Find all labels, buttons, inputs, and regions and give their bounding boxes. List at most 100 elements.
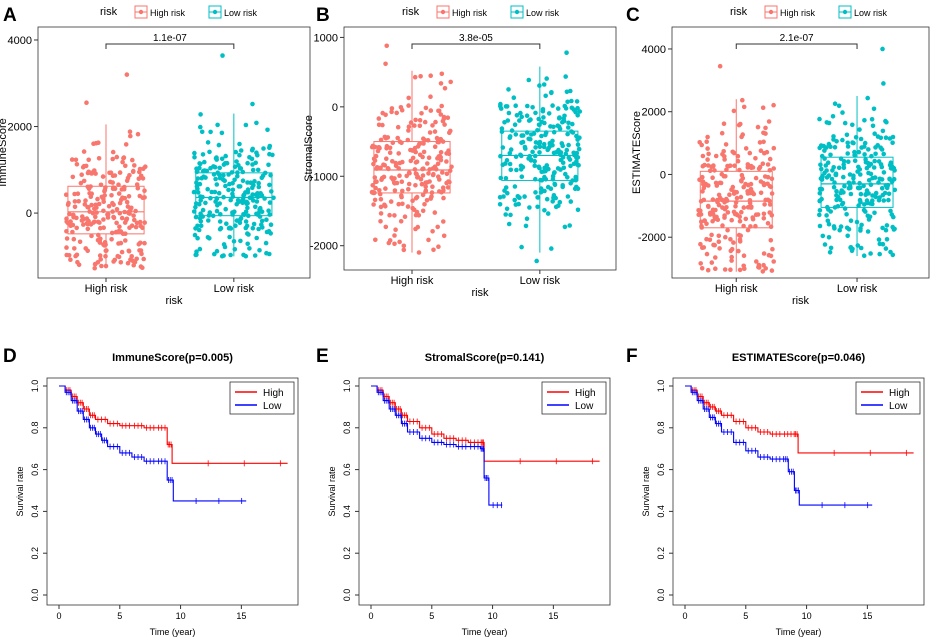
data-point (508, 212, 513, 218)
data-point (886, 191, 892, 197)
data-point (397, 173, 402, 178)
data-point (419, 111, 424, 116)
x-tick-label: 15 (236, 611, 246, 621)
data-point (537, 150, 542, 155)
outlier-point (220, 53, 225, 58)
legend-label: Low (263, 401, 282, 412)
data-point (570, 121, 575, 127)
legend: risk High risk Low risk (100, 5, 258, 19)
data-point (879, 186, 885, 191)
data-point (515, 194, 521, 199)
data-point (543, 168, 548, 174)
data-point (86, 169, 91, 175)
data-point (438, 157, 444, 163)
data-point (564, 147, 570, 153)
data-point (214, 248, 220, 254)
data-point (853, 135, 859, 140)
data-point (131, 213, 136, 218)
data-point (507, 151, 513, 156)
data-point (69, 157, 75, 162)
data-point (720, 223, 725, 228)
data-point (868, 182, 874, 187)
data-point (743, 181, 748, 187)
data-point (766, 119, 772, 124)
data-point (109, 230, 115, 236)
data-point (891, 214, 896, 220)
x-tick-label: 10 (488, 611, 498, 621)
legend-label: High risk (150, 8, 186, 18)
data-point (254, 199, 260, 204)
data-point (76, 199, 81, 204)
data-point (130, 157, 135, 163)
legend-label: High (889, 388, 910, 399)
data-point (834, 139, 839, 144)
data-point (237, 220, 243, 226)
data-point (138, 248, 144, 253)
legend: risk High risk Low risk (730, 5, 888, 19)
data-point (858, 136, 864, 142)
data-point (203, 200, 208, 206)
outlier-point (881, 81, 886, 86)
x-axis-label: Time (year) (462, 627, 508, 637)
box (699, 170, 773, 229)
data-point (753, 156, 758, 161)
data-point (120, 159, 125, 165)
data-point (101, 217, 106, 222)
data-point (228, 197, 233, 203)
data-point (436, 108, 441, 114)
data-point (238, 215, 244, 221)
outlier-point (717, 63, 723, 69)
data-point (432, 164, 438, 169)
legend-title: risk (402, 6, 420, 18)
data-point (118, 260, 124, 265)
data-point (123, 163, 128, 169)
data-point (537, 139, 543, 145)
data-point (132, 163, 137, 168)
x-tick-label: 5 (743, 611, 748, 621)
data-point (542, 208, 547, 213)
data-point (558, 157, 564, 163)
data-point (268, 222, 274, 227)
data-point (444, 159, 449, 164)
data-point (199, 129, 205, 135)
data-point (838, 224, 844, 229)
data-point (269, 189, 274, 194)
data-point (718, 180, 724, 186)
data-point (440, 170, 445, 175)
x-tick-label: Low risk (214, 283, 255, 295)
km-panel-f: ESTIMATEScore(p=0.046) 0.0 0.2 0.4 0.6 0.8 1.0… (641, 352, 925, 637)
data-point (712, 168, 717, 173)
data-point (424, 180, 430, 185)
data-point (81, 222, 86, 227)
data-point (761, 216, 767, 221)
p-value-label: 3.8e-05 (459, 33, 493, 44)
data-point (817, 208, 823, 213)
y-tick-label: 0.2 (342, 547, 352, 560)
data-point (839, 202, 845, 207)
data-point (243, 253, 249, 259)
data-point (883, 227, 889, 233)
data-point (568, 199, 574, 204)
data-point (406, 187, 411, 192)
data-point (235, 174, 240, 179)
data-point (767, 210, 772, 215)
data-point (64, 245, 69, 250)
data-point (427, 130, 433, 135)
data-point (71, 212, 76, 218)
data-point (716, 239, 722, 244)
data-point (233, 149, 239, 155)
data-point (881, 170, 887, 175)
data-point (850, 122, 855, 128)
data-point (856, 149, 862, 155)
data-point (433, 119, 438, 125)
p-value-label: 2.1e-07 (780, 33, 814, 44)
data-point (245, 241, 250, 247)
data-point (208, 129, 213, 135)
legend-key-dot (768, 9, 774, 15)
data-point (558, 152, 563, 158)
data-point (127, 225, 132, 230)
data-point (219, 130, 225, 136)
data-point (506, 221, 512, 227)
data-point (111, 202, 116, 207)
data-point (384, 156, 389, 161)
